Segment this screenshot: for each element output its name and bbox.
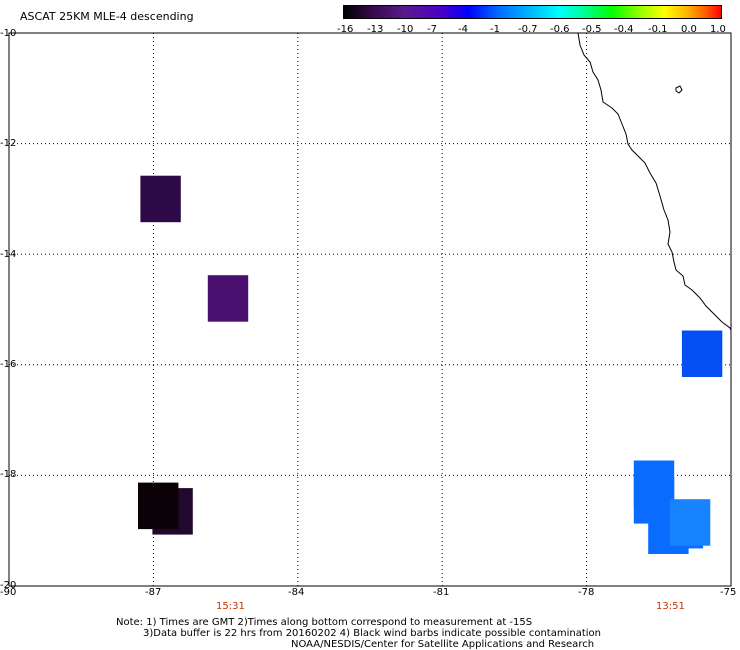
colorbar-tick-label: 1.0 [710,24,726,35]
x-tick-label: -75 [720,587,737,598]
data-cell [138,482,179,530]
data-cell [207,275,249,322]
y-tick-label: -12 [0,138,17,149]
x-tick-label: -81 [433,587,450,598]
wind-data-cells [138,175,723,554]
time-label: 13:51 [656,601,685,612]
note-line: 3)Data buffer is 22 hrs from 20160202 4)… [143,628,601,639]
y-tick-label: -18 [0,469,17,480]
x-tick-label: -90 [0,587,17,598]
colorbar-tick-label: -0.4 [614,24,634,35]
time-label: 15:31 [216,601,245,612]
y-tick-label: -10 [0,28,17,39]
colorbar-tick-label: -0.5 [582,24,602,35]
data-cell [140,175,181,223]
data-cell [681,330,723,377]
x-tick-label: -87 [145,587,162,598]
plot-frame [8,32,732,587]
map-title: ASCAT 25KM MLE-4 descending [20,10,194,23]
data-cell [669,499,711,546]
y-tick-label: -14 [0,249,17,260]
credit-line: NOAA/NESDIS/Center for Satellite Applica… [291,639,595,650]
colorbar-tick-label: -10 [397,24,414,35]
colorbar-tick-label: -16 [337,24,354,35]
note-line: Note: 1) Times are GMT 2)Times along bot… [116,617,533,628]
y-tick-label: -20 [0,580,17,591]
colorbar-tick-label: -13 [367,24,384,35]
x-tick-label: -84 [288,587,305,598]
data-cell [633,460,675,507]
colorbar [343,5,722,19]
colorbar-tick-label: -4 [458,24,468,35]
colorbar-tick-label: -0.7 [518,24,538,35]
x-tick-label: -78 [578,587,595,598]
colorbar-tick-label: -1 [490,24,500,35]
colorbar-tick-label: -7 [427,24,437,35]
coastline [577,32,732,331]
colorbar-tick-label: 0.0 [681,24,697,35]
colorbar-tick-label: -0.6 [550,24,570,35]
island-outline [675,85,683,94]
y-tick-label: -16 [0,359,17,370]
colorbar-tick-label: -0.1 [648,24,668,35]
